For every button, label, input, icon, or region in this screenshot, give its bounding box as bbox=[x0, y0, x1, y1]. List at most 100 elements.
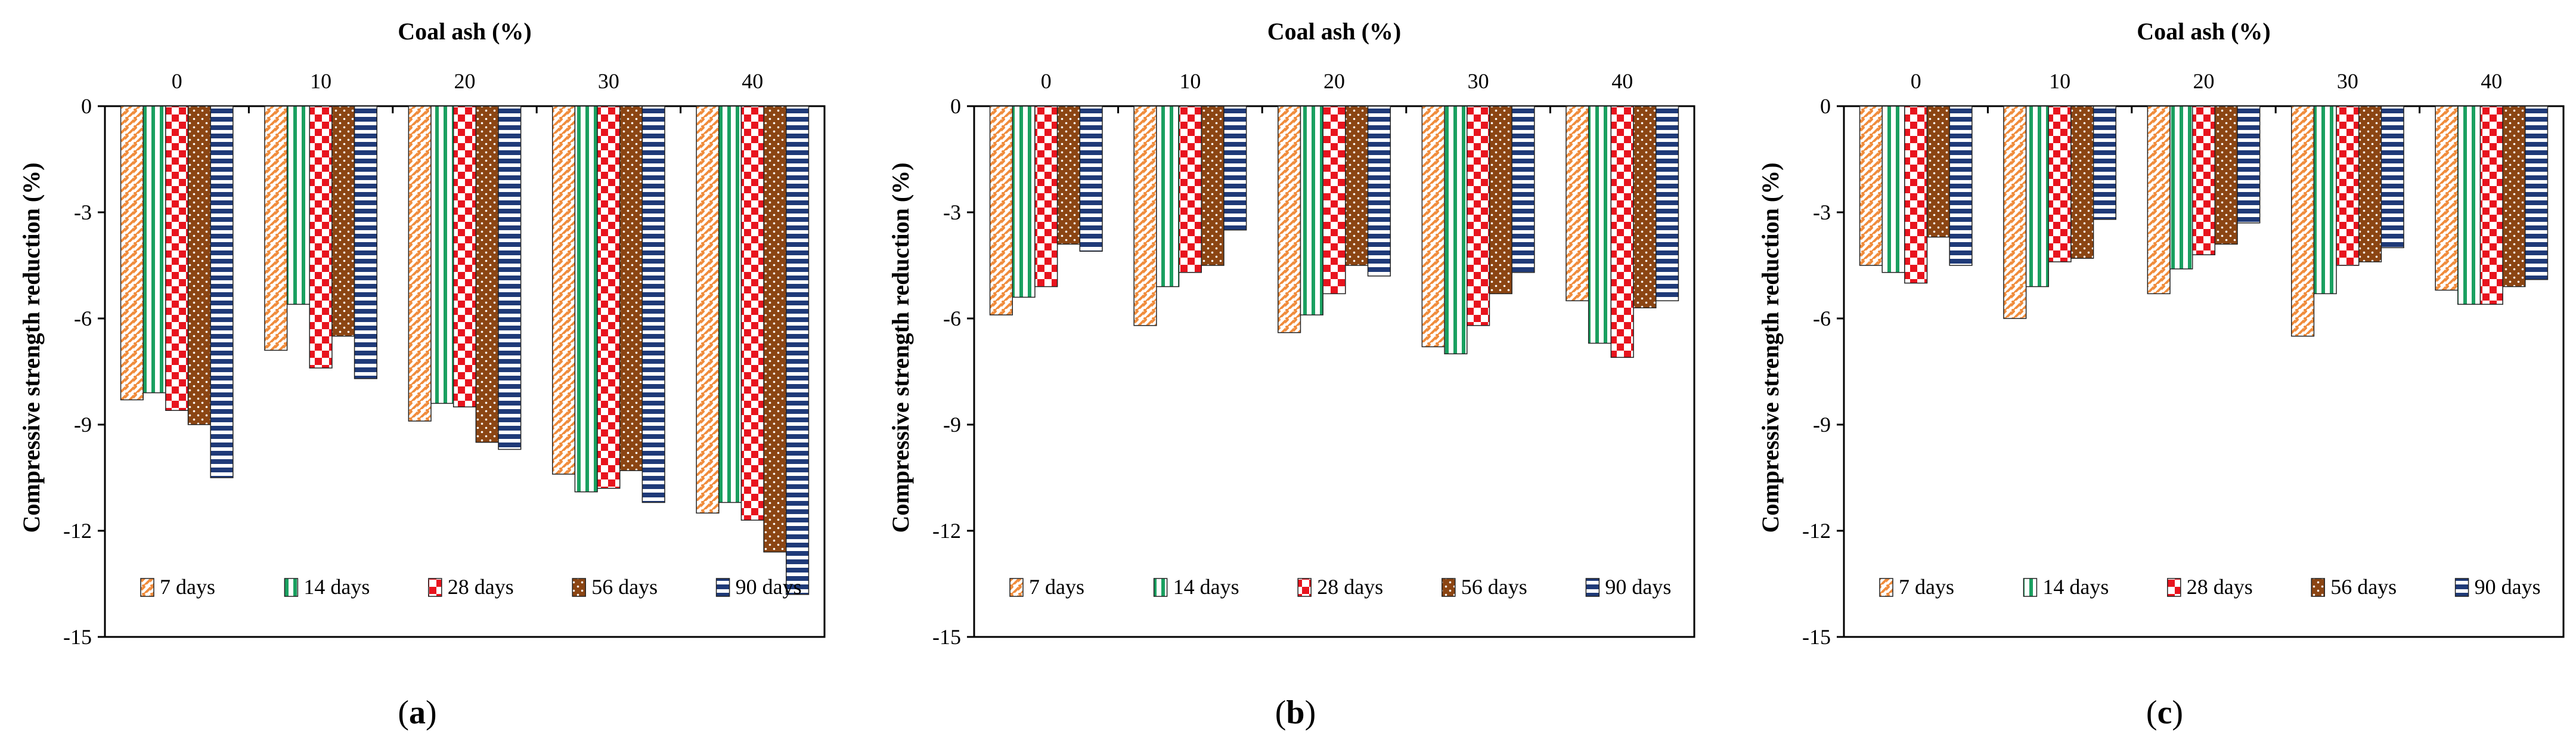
x-tick-label: 20 bbox=[2193, 69, 2215, 93]
y-tick-label: -6 bbox=[943, 307, 961, 330]
y-tick-label: 0 bbox=[950, 94, 961, 118]
bar-b-56-days-40 bbox=[1633, 106, 1657, 308]
panel-caption: (c) bbox=[2146, 694, 2183, 731]
y-tick-label: -15 bbox=[932, 625, 961, 649]
y-axis-title: Compressive strength reduction (%) bbox=[18, 162, 45, 533]
bar-b-28-days-20 bbox=[1322, 106, 1346, 295]
legend-swatch bbox=[428, 578, 442, 597]
bar-c-28-days-10 bbox=[2048, 106, 2072, 262]
bar-c-56-days-20 bbox=[2214, 106, 2238, 245]
y-tick-label: -15 bbox=[63, 625, 92, 649]
bar-c-56-days-30 bbox=[2358, 106, 2382, 262]
bar-b-90-days-30 bbox=[1511, 106, 1535, 273]
y-tick-label: -6 bbox=[74, 307, 92, 330]
bar-a-14-days-20 bbox=[430, 106, 454, 404]
legend-label: 90 days bbox=[2475, 575, 2541, 599]
bar-a-14-days-40 bbox=[718, 106, 742, 503]
bar-a-90-days-20 bbox=[498, 106, 522, 450]
x-tick-label: 0 bbox=[1041, 69, 1052, 93]
bar-a-28-days-40 bbox=[740, 106, 764, 521]
bar-b-7-days-40 bbox=[1566, 106, 1589, 302]
bar-c-14-days-0 bbox=[1881, 106, 1905, 273]
bar-b-7-days-20 bbox=[1278, 106, 1301, 333]
bar-b-14-days-30 bbox=[1444, 106, 1468, 355]
bar-a-56-days-10 bbox=[331, 106, 355, 337]
legend-label: 56 days bbox=[2330, 575, 2397, 599]
y-tick-label: 0 bbox=[81, 94, 92, 118]
bar-a-14-days-10 bbox=[286, 106, 311, 305]
bar-a-90-days-30 bbox=[641, 106, 665, 503]
bar-c-90-days-10 bbox=[2093, 106, 2116, 220]
bar-a-28-days-0 bbox=[165, 106, 189, 411]
x-tick-label: 30 bbox=[2337, 69, 2358, 93]
bar-c-90-days-30 bbox=[2380, 106, 2404, 249]
bar-a-7-days-30 bbox=[552, 106, 576, 475]
chart-panel-b: 0 -3 -6 -9 -12 -15 0 10 20 30 40 Coal ash (%) Compre… bbox=[887, 18, 1695, 649]
panel-caption: (a) bbox=[398, 694, 436, 731]
bar-b-28-days-10 bbox=[1178, 106, 1202, 273]
x-axis-title: Coal ash (%) bbox=[398, 18, 531, 45]
legend-label: 7 days bbox=[1029, 575, 1084, 599]
bar-c-56-days-10 bbox=[2070, 106, 2094, 259]
legend-swatch bbox=[2454, 578, 2469, 597]
bar-c-56-days-0 bbox=[1926, 106, 1950, 238]
bar-a-28-days-10 bbox=[309, 106, 333, 369]
y-tick-label: -3 bbox=[943, 200, 961, 224]
bar-c-28-days-20 bbox=[2191, 106, 2216, 255]
bar-b-56-days-0 bbox=[1056, 106, 1081, 245]
bar-c-7-days-10 bbox=[2003, 106, 2027, 319]
y-tick-label: -6 bbox=[1813, 307, 1831, 330]
bar-c-7-days-0 bbox=[1859, 106, 1883, 266]
bar-b-90-days-20 bbox=[1367, 106, 1391, 277]
x-tick-label: 40 bbox=[2481, 69, 2502, 93]
bar-b-90-days-40 bbox=[1655, 106, 1679, 302]
y-tick-label: -9 bbox=[1813, 413, 1831, 437]
x-tick-label: 0 bbox=[172, 69, 182, 93]
bar-c-28-days-0 bbox=[1904, 106, 1928, 284]
legend-swatch bbox=[1442, 578, 1456, 597]
legend-label: 90 days bbox=[1605, 575, 1671, 599]
bar-b-56-days-30 bbox=[1489, 106, 1512, 295]
legend-swatch bbox=[1585, 578, 1600, 597]
bar-b-56-days-20 bbox=[1345, 106, 1369, 266]
legend-swatch bbox=[284, 578, 299, 597]
legend-swatch bbox=[2167, 578, 2181, 597]
panel-caption: (b) bbox=[1275, 694, 1316, 731]
bar-c-28-days-30 bbox=[2336, 106, 2360, 266]
x-tick-label: 0 bbox=[1911, 69, 1921, 93]
bar-b-7-days-10 bbox=[1133, 106, 1157, 326]
bar-a-7-days-40 bbox=[696, 106, 720, 514]
chart-panel-c: 0 -3 -6 -9 -12 -15 0 10 20 30 40 Coal ash (%) Compre… bbox=[1757, 18, 2565, 649]
x-tick-label: 10 bbox=[2049, 69, 2070, 93]
legend-swatch bbox=[140, 578, 154, 597]
bar-b-56-days-10 bbox=[1201, 106, 1225, 266]
bar-c-14-days-40 bbox=[2457, 106, 2481, 305]
bar-b-90-days-10 bbox=[1223, 106, 1247, 231]
bar-b-14-days-0 bbox=[1012, 106, 1036, 298]
bar-a-14-days-0 bbox=[142, 106, 166, 394]
legend-swatch bbox=[2023, 578, 2038, 597]
bar-c-90-days-0 bbox=[1949, 106, 1973, 266]
x-axis-title: Coal ash (%) bbox=[2137, 18, 2270, 45]
x-tick-label: 40 bbox=[742, 69, 763, 93]
bar-a-7-days-20 bbox=[408, 106, 432, 422]
x-tick-label: 30 bbox=[598, 69, 619, 93]
bar-a-90-days-40 bbox=[786, 106, 810, 595]
y-tick-label: -12 bbox=[63, 519, 92, 543]
x-tick-label: 20 bbox=[1323, 69, 1345, 93]
bar-c-90-days-40 bbox=[2525, 106, 2549, 280]
bar-a-28-days-20 bbox=[452, 106, 477, 408]
legend-label: 28 days bbox=[1317, 575, 1383, 599]
bar-c-14-days-10 bbox=[2025, 106, 2050, 287]
bar-b-14-days-20 bbox=[1300, 106, 1323, 315]
x-tick-label: 20 bbox=[454, 69, 476, 93]
x-tick-label: 10 bbox=[1179, 69, 1201, 93]
legend-label: 56 days bbox=[591, 575, 658, 599]
y-axis-title: Compressive strength reduction (%) bbox=[887, 162, 914, 533]
y-axis-title: Compressive strength reduction (%) bbox=[1757, 162, 1784, 533]
bar-c-7-days-40 bbox=[2435, 106, 2459, 291]
bar-b-14-days-40 bbox=[1588, 106, 1612, 344]
y-tick-label: -9 bbox=[943, 413, 961, 437]
bar-c-28-days-40 bbox=[2479, 106, 2503, 305]
